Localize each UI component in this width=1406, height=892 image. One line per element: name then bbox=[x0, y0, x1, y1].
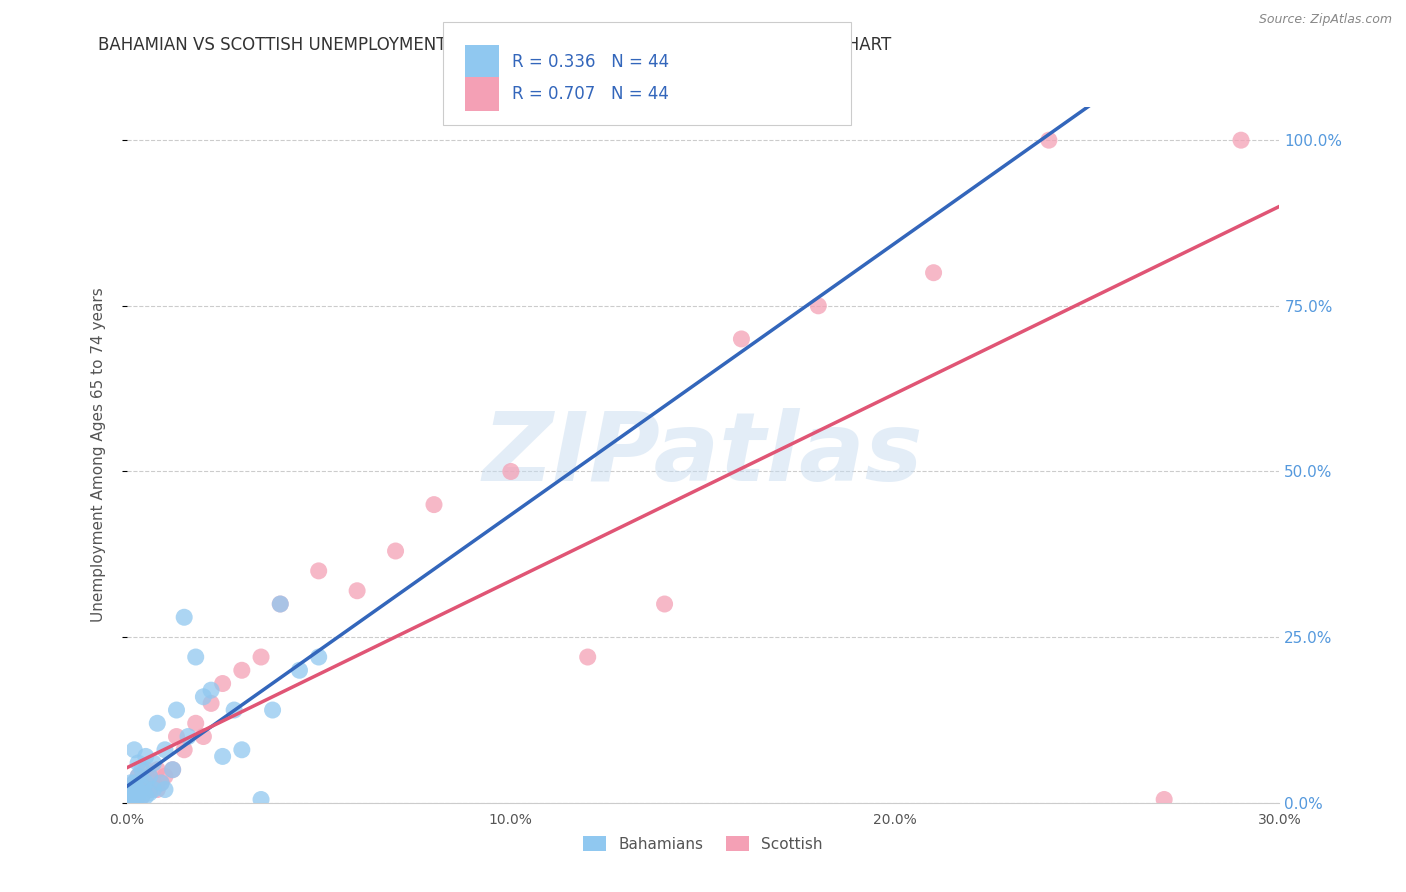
Point bbox=[166, 703, 188, 717]
Point bbox=[120, 789, 142, 804]
Point bbox=[231, 663, 253, 677]
Point bbox=[177, 730, 200, 744]
Point bbox=[120, 782, 142, 797]
Text: BAHAMIAN VS SCOTTISH UNEMPLOYMENT AMONG AGES 65 TO 74 YEARS CORRELATION CHART: BAHAMIAN VS SCOTTISH UNEMPLOYMENT AMONG … bbox=[98, 36, 891, 54]
Point bbox=[122, 782, 145, 797]
Text: R = 0.707   N = 44: R = 0.707 N = 44 bbox=[512, 85, 669, 103]
Point bbox=[153, 743, 176, 757]
Point bbox=[131, 776, 153, 790]
Point bbox=[131, 763, 153, 777]
Point bbox=[122, 743, 145, 757]
Point bbox=[288, 663, 311, 677]
Point bbox=[131, 779, 153, 793]
Point bbox=[127, 782, 149, 797]
Point bbox=[384, 544, 406, 558]
Point bbox=[142, 776, 165, 790]
Point bbox=[200, 683, 222, 698]
Point bbox=[1153, 792, 1175, 806]
Point bbox=[146, 782, 169, 797]
Point bbox=[127, 789, 149, 804]
Point bbox=[224, 703, 246, 717]
Point bbox=[153, 782, 176, 797]
Point bbox=[1038, 133, 1060, 147]
Point bbox=[211, 676, 233, 690]
Point bbox=[127, 789, 149, 804]
Point bbox=[138, 769, 160, 783]
Point bbox=[184, 650, 207, 665]
Point bbox=[807, 299, 830, 313]
Point bbox=[131, 789, 153, 804]
Point bbox=[162, 763, 184, 777]
Point bbox=[576, 650, 599, 665]
Point bbox=[423, 498, 446, 512]
Point bbox=[117, 792, 139, 806]
Point bbox=[120, 789, 142, 804]
Point bbox=[184, 716, 207, 731]
Point bbox=[138, 769, 160, 783]
Point bbox=[138, 786, 160, 800]
Text: Source: ZipAtlas.com: Source: ZipAtlas.com bbox=[1258, 13, 1392, 27]
Point bbox=[117, 792, 139, 806]
Point bbox=[200, 697, 222, 711]
Point bbox=[135, 749, 157, 764]
Point bbox=[131, 789, 153, 804]
Point bbox=[269, 597, 291, 611]
Point bbox=[173, 743, 195, 757]
Point bbox=[127, 769, 149, 783]
Point bbox=[162, 763, 184, 777]
Point bbox=[153, 769, 176, 783]
Point bbox=[121, 789, 143, 804]
Point bbox=[146, 763, 169, 777]
Legend: Bahamians, Scottish: Bahamians, Scottish bbox=[576, 830, 830, 858]
Point bbox=[122, 789, 145, 804]
Point bbox=[654, 597, 676, 611]
Point bbox=[346, 583, 368, 598]
Point bbox=[125, 782, 148, 797]
Point bbox=[173, 610, 195, 624]
Text: R = 0.336   N = 44: R = 0.336 N = 44 bbox=[512, 54, 669, 71]
Point bbox=[308, 564, 330, 578]
Point bbox=[269, 597, 291, 611]
Point bbox=[308, 650, 330, 665]
Point bbox=[142, 756, 165, 770]
Point bbox=[730, 332, 752, 346]
Point bbox=[211, 749, 233, 764]
Point bbox=[166, 730, 188, 744]
Point bbox=[135, 776, 157, 790]
Point bbox=[250, 650, 273, 665]
Point bbox=[231, 743, 253, 757]
Point bbox=[122, 776, 145, 790]
Point bbox=[193, 730, 215, 744]
Point bbox=[120, 776, 142, 790]
Point bbox=[150, 776, 173, 790]
Point bbox=[922, 266, 945, 280]
Point bbox=[146, 716, 169, 731]
Point bbox=[1230, 133, 1253, 147]
Point bbox=[127, 756, 149, 770]
Point bbox=[127, 769, 149, 783]
Point bbox=[122, 789, 145, 804]
Point bbox=[262, 703, 284, 717]
Y-axis label: Unemployment Among Ages 65 to 74 years: Unemployment Among Ages 65 to 74 years bbox=[91, 287, 105, 623]
Point bbox=[122, 776, 145, 790]
Point bbox=[135, 782, 157, 797]
Point bbox=[121, 789, 143, 804]
Point bbox=[127, 782, 149, 797]
Point bbox=[135, 789, 157, 804]
Point bbox=[142, 782, 165, 797]
Point bbox=[120, 782, 142, 797]
Point bbox=[150, 776, 173, 790]
Text: ZIPatlas: ZIPatlas bbox=[482, 409, 924, 501]
Point bbox=[135, 763, 157, 777]
Point bbox=[121, 786, 143, 800]
Point bbox=[250, 792, 273, 806]
Point bbox=[193, 690, 215, 704]
Point bbox=[122, 782, 145, 797]
Point bbox=[499, 465, 522, 479]
Point bbox=[138, 782, 160, 797]
